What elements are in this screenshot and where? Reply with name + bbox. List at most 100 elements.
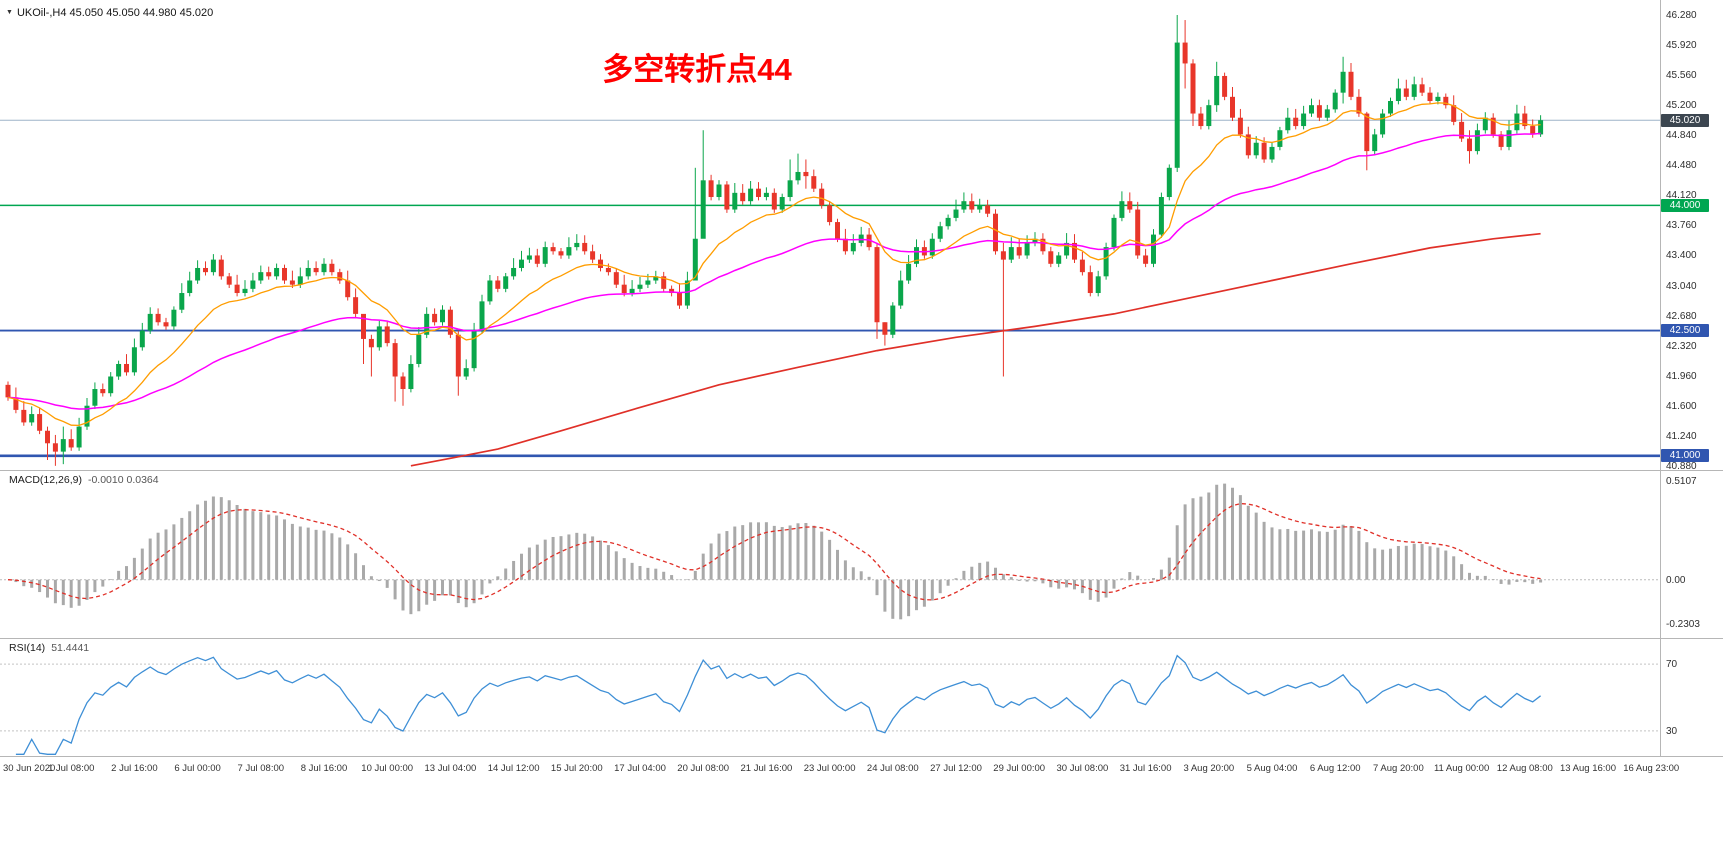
candle-body-up (1008, 247, 1014, 260)
candle-body-down (52, 443, 58, 452)
candle-body-up (906, 263, 912, 281)
symbol-ohlc-text: UKOil-,H4 45.050 45.050 44.980 45.020 (16, 7, 214, 19)
candle-body-up (424, 313, 430, 335)
candle-body-up (1174, 42, 1180, 168)
time-tick-label: 6 Jul 00:00 (174, 763, 221, 774)
time-tick-label: 12 Aug 08:00 (1496, 763, 1553, 774)
price-chart-canvas[interactable] (0, 0, 1660, 470)
candle-body-up (566, 247, 572, 256)
candle-body-down (882, 322, 888, 335)
macd-signal-line (7, 502, 1541, 601)
candle-body-up (653, 276, 659, 281)
macd-tick-label: -0.2303 (1666, 619, 1700, 631)
candle-body-up (147, 313, 153, 331)
candle-body-down (590, 251, 596, 260)
candle-body-down (534, 255, 540, 264)
candle-body-up (1111, 217, 1117, 248)
time-tick-label: 30 Jun 2020 (3, 763, 56, 774)
candle-body-down (1127, 201, 1133, 210)
time-tick-label: 17 Jul 04:00 (614, 763, 666, 774)
chart-annotation[interactable]: 多空转折点44 (602, 52, 792, 87)
candle-body-down (1190, 63, 1196, 114)
candle-body-down (1356, 96, 1362, 114)
candle-body-up (139, 330, 145, 348)
candle-body-down (985, 205, 991, 214)
candle-body-down (1490, 117, 1496, 135)
candle-body-down (1261, 142, 1267, 160)
candle-body-up (914, 247, 919, 264)
candle-body-down (226, 276, 232, 285)
candle-body-down (313, 267, 319, 273)
price-scale-column[interactable]: 46.280 45.920 45.560 45.200 44.840 44.480 44.1… (1661, 0, 1723, 790)
macd-rsi-separator[interactable] (0, 638, 1723, 639)
candle-body-down (598, 259, 603, 268)
candle-body-down (1222, 75, 1228, 97)
candle-body-down (1451, 105, 1457, 122)
candle-body-up (1506, 130, 1512, 147)
candle-body-up (76, 426, 82, 448)
candle-body-up (898, 280, 904, 306)
price-tick-label: 41.240 (1666, 430, 1697, 442)
candle-body-up (503, 276, 509, 289)
candle-body-down (495, 280, 501, 289)
rsi-value: 51.4441 (51, 642, 90, 654)
macd-panel-canvas[interactable] (0, 471, 1660, 638)
candle-body-down (163, 322, 169, 327)
macd-tick-label: 0.5107 (1666, 475, 1697, 487)
candle-body-down (605, 267, 611, 273)
candle-body-up (305, 267, 311, 277)
candle-body-down (1048, 251, 1054, 264)
candle-body-up (732, 192, 738, 210)
price-macd-separator[interactable] (0, 470, 1723, 471)
candle-body-up (1032, 238, 1038, 243)
candle-body-down (621, 284, 627, 294)
time-tick-label: 30 Jul 08:00 (1056, 763, 1109, 774)
rsi-label: RSI(14) 51.4441 (9, 642, 89, 654)
candle-body-up (179, 293, 185, 310)
candle-body-up (171, 309, 177, 327)
candle-body-down (1522, 113, 1528, 127)
time-tick-label: 5 Aug 04:00 (1246, 763, 1298, 774)
macd-name: MACD(12,26,9) (9, 474, 82, 486)
candle-body-up (700, 180, 706, 239)
candle-body-up (1309, 105, 1314, 114)
candle-body-up (1285, 117, 1291, 131)
time-axis[interactable]: 30 Jun 2020 1 Jul 08:00 2 Jul 16:00 6 Jul 0… (0, 757, 1723, 787)
time-tick-label: 16 Aug 23:00 (1623, 763, 1680, 774)
candle-body-down (68, 439, 74, 448)
candle-body-down (669, 288, 675, 294)
time-tick-label: 3 Aug 20:00 (1183, 763, 1235, 774)
price-tick-label: 46.280 (1666, 10, 1697, 22)
candle-body-down (1443, 96, 1449, 106)
candle-body-up (929, 238, 935, 256)
candle-body-down (1040, 238, 1046, 252)
price-tick-label: 41.960 (1666, 370, 1697, 382)
candle-body-up (526, 255, 532, 260)
candle-body-up (321, 263, 327, 273)
candle-body-down (771, 192, 777, 210)
candle-body-up (1253, 142, 1259, 156)
time-tick-label: 11 Aug 00:00 (1433, 763, 1490, 774)
collapse-triangle-icon[interactable]: ▼ (6, 9, 13, 16)
candle-body-up (1538, 120, 1544, 135)
candle-body-up (511, 267, 517, 277)
candle-body-down (368, 338, 374, 348)
candle-body-down (1237, 117, 1243, 135)
price-level-badge: 41.000 (1661, 449, 1709, 463)
rsi-name: RSI(14) (9, 642, 46, 654)
candle-body-down (13, 397, 19, 410)
candle-body-down (740, 192, 746, 202)
rsi-panel-canvas[interactable] (0, 639, 1660, 756)
time-tick-label: 14 Jul 12:00 (487, 763, 540, 774)
candle-body-down (1530, 126, 1536, 135)
candle-body-up (937, 226, 943, 239)
candle-body-up (1024, 242, 1030, 256)
candle-body-up (1474, 130, 1480, 152)
candle-body-up (1435, 96, 1441, 102)
candle-body-down (661, 276, 667, 289)
price-tick-label: 45.200 (1666, 100, 1697, 112)
rsi-level-label: 70 (1666, 659, 1678, 671)
candle-body-down (993, 213, 998, 252)
candle-body-up (1064, 242, 1070, 256)
price-tick-label: 45.560 (1666, 70, 1697, 82)
